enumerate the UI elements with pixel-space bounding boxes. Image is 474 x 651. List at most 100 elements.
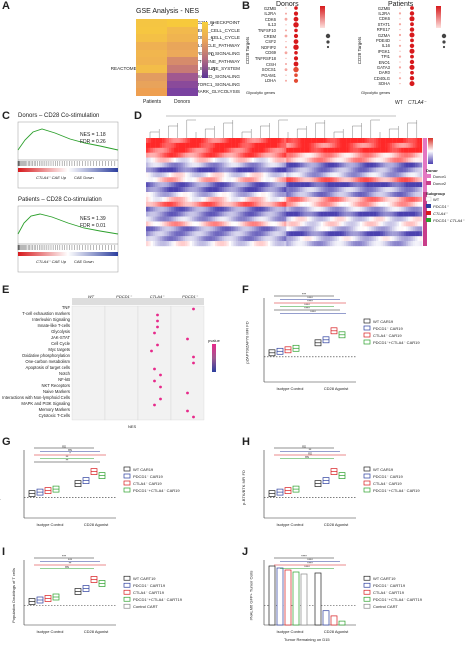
panel-d-cell [357, 196, 361, 203]
panel-i-group-label: Isotype Control [36, 629, 64, 634]
panel-letter-g: G [2, 436, 11, 448]
panel-d-cell [286, 211, 289, 217]
panel-d-cell [417, 236, 420, 242]
panel-d-cell [155, 206, 158, 212]
panel-d-cell [254, 177, 257, 183]
panel-d-cell [297, 177, 301, 183]
panel-d-cell [215, 192, 218, 198]
panel-d-cell [265, 226, 269, 232]
panel-d-cell [180, 221, 183, 227]
panel-d-cell [148, 177, 151, 183]
panel-d-cell [244, 241, 248, 247]
panel-d-cell [279, 221, 282, 227]
panel-d-cell [339, 206, 342, 212]
panel-d-cell [297, 216, 301, 222]
panel-d-cell [389, 147, 393, 153]
panel-d-cell [203, 172, 206, 178]
panel-d-cell [325, 241, 328, 247]
panel-d-cell [408, 216, 411, 222]
panel-d-cell [408, 241, 411, 247]
panel-d-cell [284, 231, 287, 237]
panel-d-cell [194, 211, 197, 217]
panel-d-cell [235, 147, 239, 153]
panel-d-cell [323, 201, 326, 207]
panel-d-cell [339, 231, 342, 237]
panel-d-cell [270, 187, 273, 193]
panel-d-cell [274, 226, 278, 232]
panel-d-cell [332, 241, 335, 247]
panel-d-cell [171, 162, 174, 168]
panel-d-cell [189, 138, 193, 144]
panel-d-cell [284, 152, 287, 158]
panel-d-cell [293, 206, 296, 212]
panel-e-facet-header [138, 298, 171, 305]
panel-d-cell [205, 187, 209, 193]
panel-d-cell [362, 147, 365, 153]
panel-d-cell [219, 147, 223, 153]
panel-d-cell [309, 167, 312, 173]
panel-d-cell [320, 221, 324, 227]
panel-d-cell [247, 147, 250, 153]
panel-d-cell [284, 187, 287, 193]
panel-d-cell [343, 201, 347, 207]
panel-d-cell [272, 196, 275, 203]
panel-d-cell [364, 167, 367, 173]
panel-d-cell [178, 157, 181, 163]
panel-d-cell [341, 192, 344, 198]
panel-d-cell [208, 211, 211, 217]
panel-d-cell [417, 226, 420, 232]
panel-d-cell [408, 142, 411, 149]
panel-d-cell [228, 231, 232, 237]
panel-d-cell [339, 211, 342, 217]
panel-d-cell [419, 142, 423, 149]
panel-d-cell [270, 152, 273, 158]
panel-d-cell [215, 182, 218, 188]
panel-d-cell [376, 236, 379, 242]
panel-d-cell [302, 142, 305, 149]
panel-d-cell [385, 172, 388, 178]
panel-d-cell [182, 201, 186, 207]
panel-d-cell [238, 231, 241, 237]
panel-d-cell [249, 152, 252, 158]
panel-d-cell [217, 192, 220, 198]
panel-d-cell [242, 147, 246, 153]
panel-d-cell [325, 162, 328, 168]
panel-d-cell [226, 241, 229, 247]
panel-d-cell [198, 196, 202, 203]
panel-d-cell [307, 236, 310, 242]
panel-d-cell [198, 138, 202, 144]
panel-d-cell [320, 138, 324, 144]
panel-d-cell [244, 187, 248, 193]
panel-d-cell [415, 182, 418, 188]
panel-d-cell [403, 231, 407, 237]
panel-d-cell [293, 147, 296, 153]
panel-d-cell [166, 177, 170, 183]
panel-d-cell [334, 162, 338, 168]
panel-d-cell [189, 236, 193, 242]
panel-d-cell [277, 236, 280, 242]
panel-d-cell [166, 152, 170, 158]
panel-d-cell [302, 157, 305, 163]
panel-d-cell [332, 192, 335, 198]
panel-b-dot [410, 22, 414, 27]
panel-d-cell [304, 201, 308, 207]
panel-d-cell [389, 182, 393, 188]
panel-d-cell [226, 211, 229, 217]
panel-d-cell [297, 138, 301, 144]
panel-d-cell [219, 192, 223, 198]
panel-d-cell [293, 236, 296, 242]
panel-d-cell [316, 138, 319, 144]
panel-d-cell [166, 187, 170, 193]
panel-g-group-label: CD28 Agonist [83, 522, 109, 527]
panel-d-cell [371, 221, 374, 227]
panel-d-cell [313, 167, 317, 173]
panel-d-cell [270, 196, 273, 203]
panel-d-cell [355, 206, 358, 212]
panel-d-cell [401, 147, 404, 153]
panel-d-cell [226, 206, 229, 212]
panel-d-cell [226, 138, 229, 144]
panel-d-cell [254, 162, 257, 168]
panel-d-cell [217, 152, 220, 158]
panel-d-cell [217, 162, 220, 168]
panel-d-cell [389, 216, 393, 222]
